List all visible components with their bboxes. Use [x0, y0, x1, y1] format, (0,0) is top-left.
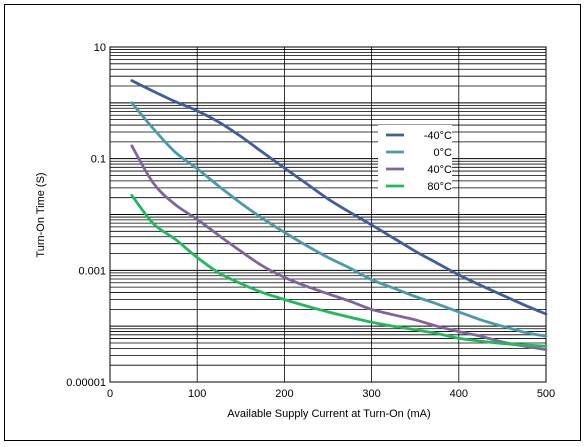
series-line-3 [130, 194, 548, 348]
series-lines [130, 79, 548, 351]
x-tick-label: 100 [188, 388, 206, 400]
legend-label: 40°C [427, 164, 452, 176]
x-tick-label: 500 [537, 388, 555, 400]
y-tick-label: 0.1 [91, 154, 106, 166]
legend-label: 80°C [427, 181, 452, 193]
y-tick-label: 10 [94, 42, 106, 54]
y-tick-label: 0.001 [78, 265, 106, 277]
x-tick-label: 200 [275, 388, 293, 400]
x-axis-label: Available Supply Current at Turn-On (mA) [227, 408, 430, 420]
legend-label: 0°C [434, 147, 453, 159]
legend-label: -40°C [424, 130, 452, 142]
y-tick-label: 0.00001 [66, 377, 106, 389]
chart-frame [4, 4, 581, 441]
x-tick-label: 400 [450, 388, 468, 400]
series-line-0 [130, 79, 548, 316]
grid-lines [109, 46, 547, 383]
x-tick-label: 300 [362, 388, 380, 400]
legend: -40°C 0°C 40°C 80°C [378, 125, 452, 197]
series-line-1 [130, 101, 548, 338]
series-line-2 [130, 144, 548, 351]
x-tick-label: 0 [107, 388, 113, 400]
tick-labels: 0 100 200 300 400 500 0.00001 0.001 0.1 10 [66, 42, 555, 400]
y-axis-label: Turn-On Time (S) [35, 172, 47, 257]
